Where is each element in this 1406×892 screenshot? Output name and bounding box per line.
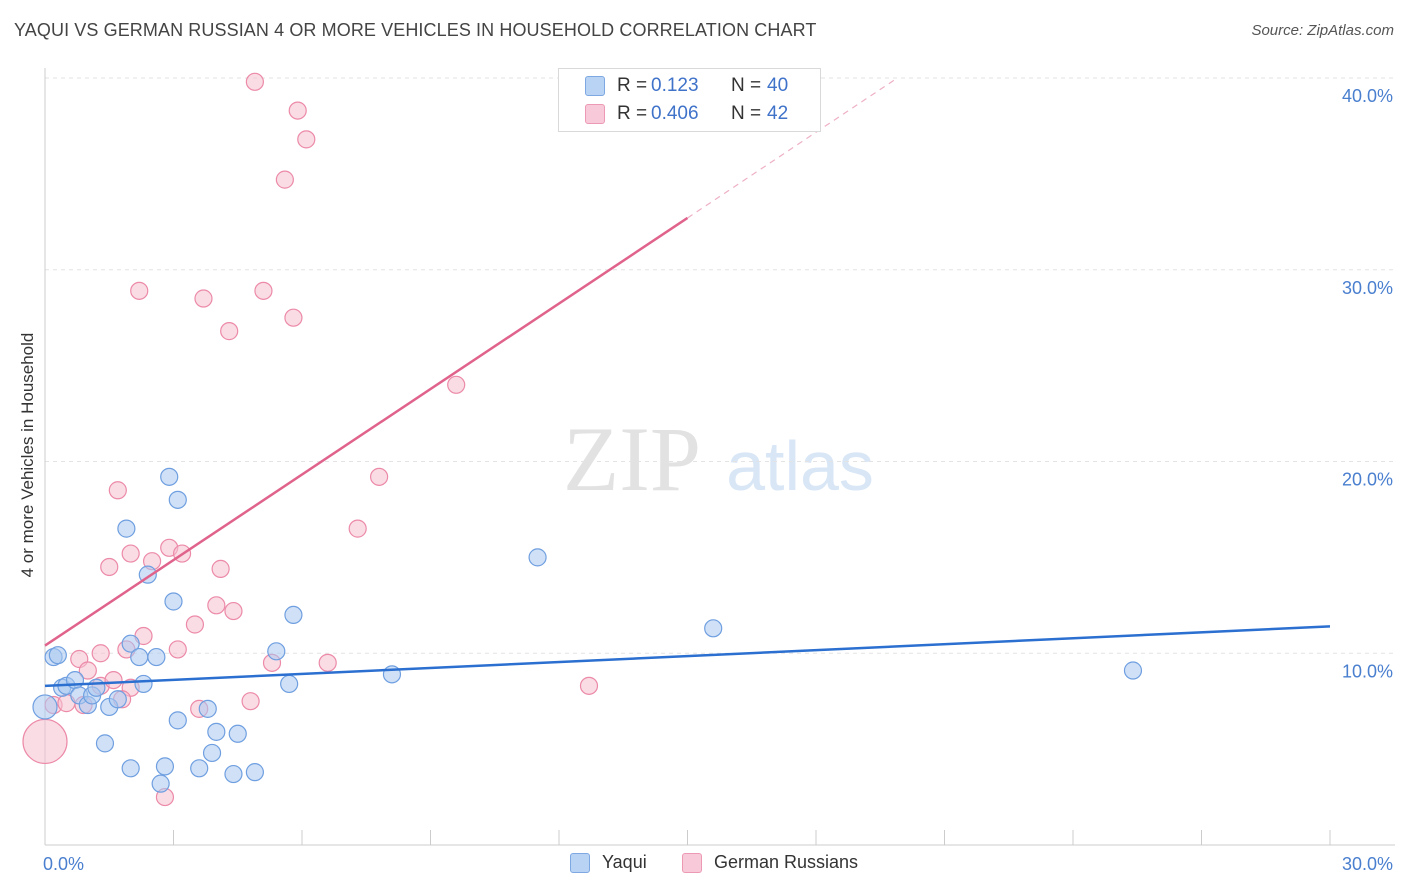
yaqui-point [280, 674, 299, 694]
y-tick-label: 20.0% [1342, 470, 1393, 490]
source-label: Source: ZipAtlas.com [1251, 22, 1394, 39]
yaqui-point [202, 743, 222, 763]
yaqui-point [134, 674, 153, 694]
german-russians-point [224, 601, 243, 621]
yaqui-point [151, 774, 170, 793]
yaqui-point [160, 467, 179, 486]
yaqui-point [121, 759, 140, 778]
x-tick-label-max: 30.0% [1342, 854, 1393, 874]
yaqui-point [130, 647, 149, 667]
german-russians-point [211, 559, 230, 578]
german-russians-point [447, 375, 466, 394]
yaqui-point [108, 690, 127, 709]
yaqui-legend-swatch [570, 852, 590, 873]
yaqui-point [168, 711, 187, 730]
german-russians-point [168, 640, 187, 659]
correlation-legend: R = 0.123 N = 40 R = 0.406 N = 42 [558, 68, 821, 132]
german-russians-point [284, 308, 303, 327]
yaqui-point [528, 548, 547, 567]
series-legend: Yaqui German Russians [0, 852, 1406, 878]
legend-item-yaqui: Yaqui [570, 852, 647, 873]
yaqui-point [117, 519, 136, 538]
yaqui-point [704, 619, 723, 638]
german-russians-point [207, 596, 226, 615]
yaqui-swatch [585, 76, 605, 96]
yaqui-point [228, 724, 247, 743]
yaqui-point [121, 634, 140, 653]
german-russians-point [194, 289, 213, 308]
chart-title: YAQUI VS GERMAN RUSSIAN 4 OR MORE VEHICL… [14, 20, 817, 40]
german-russians-point [100, 557, 119, 577]
yaqui-point [198, 699, 217, 718]
watermark-zip: ZIP [563, 408, 701, 510]
yaqui-point [207, 722, 226, 741]
german-russians-point [91, 644, 110, 663]
grid [45, 77, 1395, 654]
watermark: ZIP atlas [563, 408, 874, 510]
tick-labels: 10.0% 20.0% 30.0% 40.0% 0.0% 30.0% [43, 86, 1393, 874]
german-russians-point [185, 615, 205, 634]
legend-n-value: 40 [767, 75, 789, 96]
yaqui-point [190, 759, 209, 778]
legend-item-german-russians: German Russians [682, 852, 858, 873]
yaqui-point [32, 694, 58, 720]
legend-r-value: 0.123 [651, 75, 699, 96]
y-tick-label: 10.0% [1342, 661, 1393, 681]
german-russians-point [254, 281, 273, 300]
yaqui-point [95, 734, 115, 753]
german-russians-point [288, 101, 307, 120]
watermark-atlas: atlas [726, 427, 874, 505]
yaqui-point [147, 647, 166, 667]
trend-lines [44, 77, 1331, 688]
y-tick-label: 40.0% [1342, 86, 1393, 106]
german-russians-point [22, 718, 68, 765]
legend-row-german-russians: R = 0.406 N = 42 [585, 102, 788, 126]
yaqui-point [1123, 661, 1143, 680]
yaqui-point [155, 757, 175, 776]
yaqui-point [245, 763, 264, 782]
german-russians-point [579, 676, 599, 695]
german-russians-point [370, 467, 389, 486]
legend-r-label: R = [617, 103, 648, 124]
yaqui-point [284, 605, 303, 625]
german-russians-trend-line [44, 216, 689, 647]
y-tick-label: 30.0% [1342, 278, 1393, 298]
german-russians-legend-swatch [682, 852, 702, 873]
axes [44, 68, 1395, 846]
legend-r-value: 0.406 [651, 103, 699, 124]
german-russians-point [108, 481, 127, 500]
german-russians-point [121, 544, 140, 563]
legend-r-label: R = [617, 75, 648, 96]
german-russians-point [348, 519, 367, 538]
yaqui-point [48, 646, 67, 665]
yaqui-point [65, 670, 85, 690]
german-russians-point [245, 72, 264, 91]
yaqui-point [267, 642, 286, 661]
german-russians-point [275, 170, 294, 189]
x-tick-label-min: 0.0% [43, 854, 84, 874]
german-russians-point [78, 661, 97, 680]
german-russians-point [241, 692, 260, 711]
german-russians-point [297, 130, 316, 149]
german-russians-point [220, 322, 239, 341]
german-russians-point [104, 670, 123, 690]
german-russians-point [318, 653, 337, 672]
legend-row-yaqui: R = 0.123 N = 40 [585, 74, 788, 98]
legend-n-value: 42 [767, 103, 789, 124]
yaqui-point [87, 678, 106, 697]
yaqui-point [164, 592, 183, 611]
german-russians-trend-extension [687, 77, 898, 219]
german-russians-point [130, 281, 149, 300]
german-russians-series [22, 72, 599, 807]
yaqui-point [168, 490, 187, 509]
legend-label-german-russians: German Russians [714, 852, 859, 872]
legend-n-label: N = [731, 75, 762, 96]
yaqui-trend-line [44, 625, 1331, 688]
legend-label-yaqui: Yaqui [602, 852, 647, 872]
yaqui-point [224, 764, 243, 784]
legend-n-label: N = [731, 103, 762, 124]
german-russians-swatch [585, 104, 605, 124]
